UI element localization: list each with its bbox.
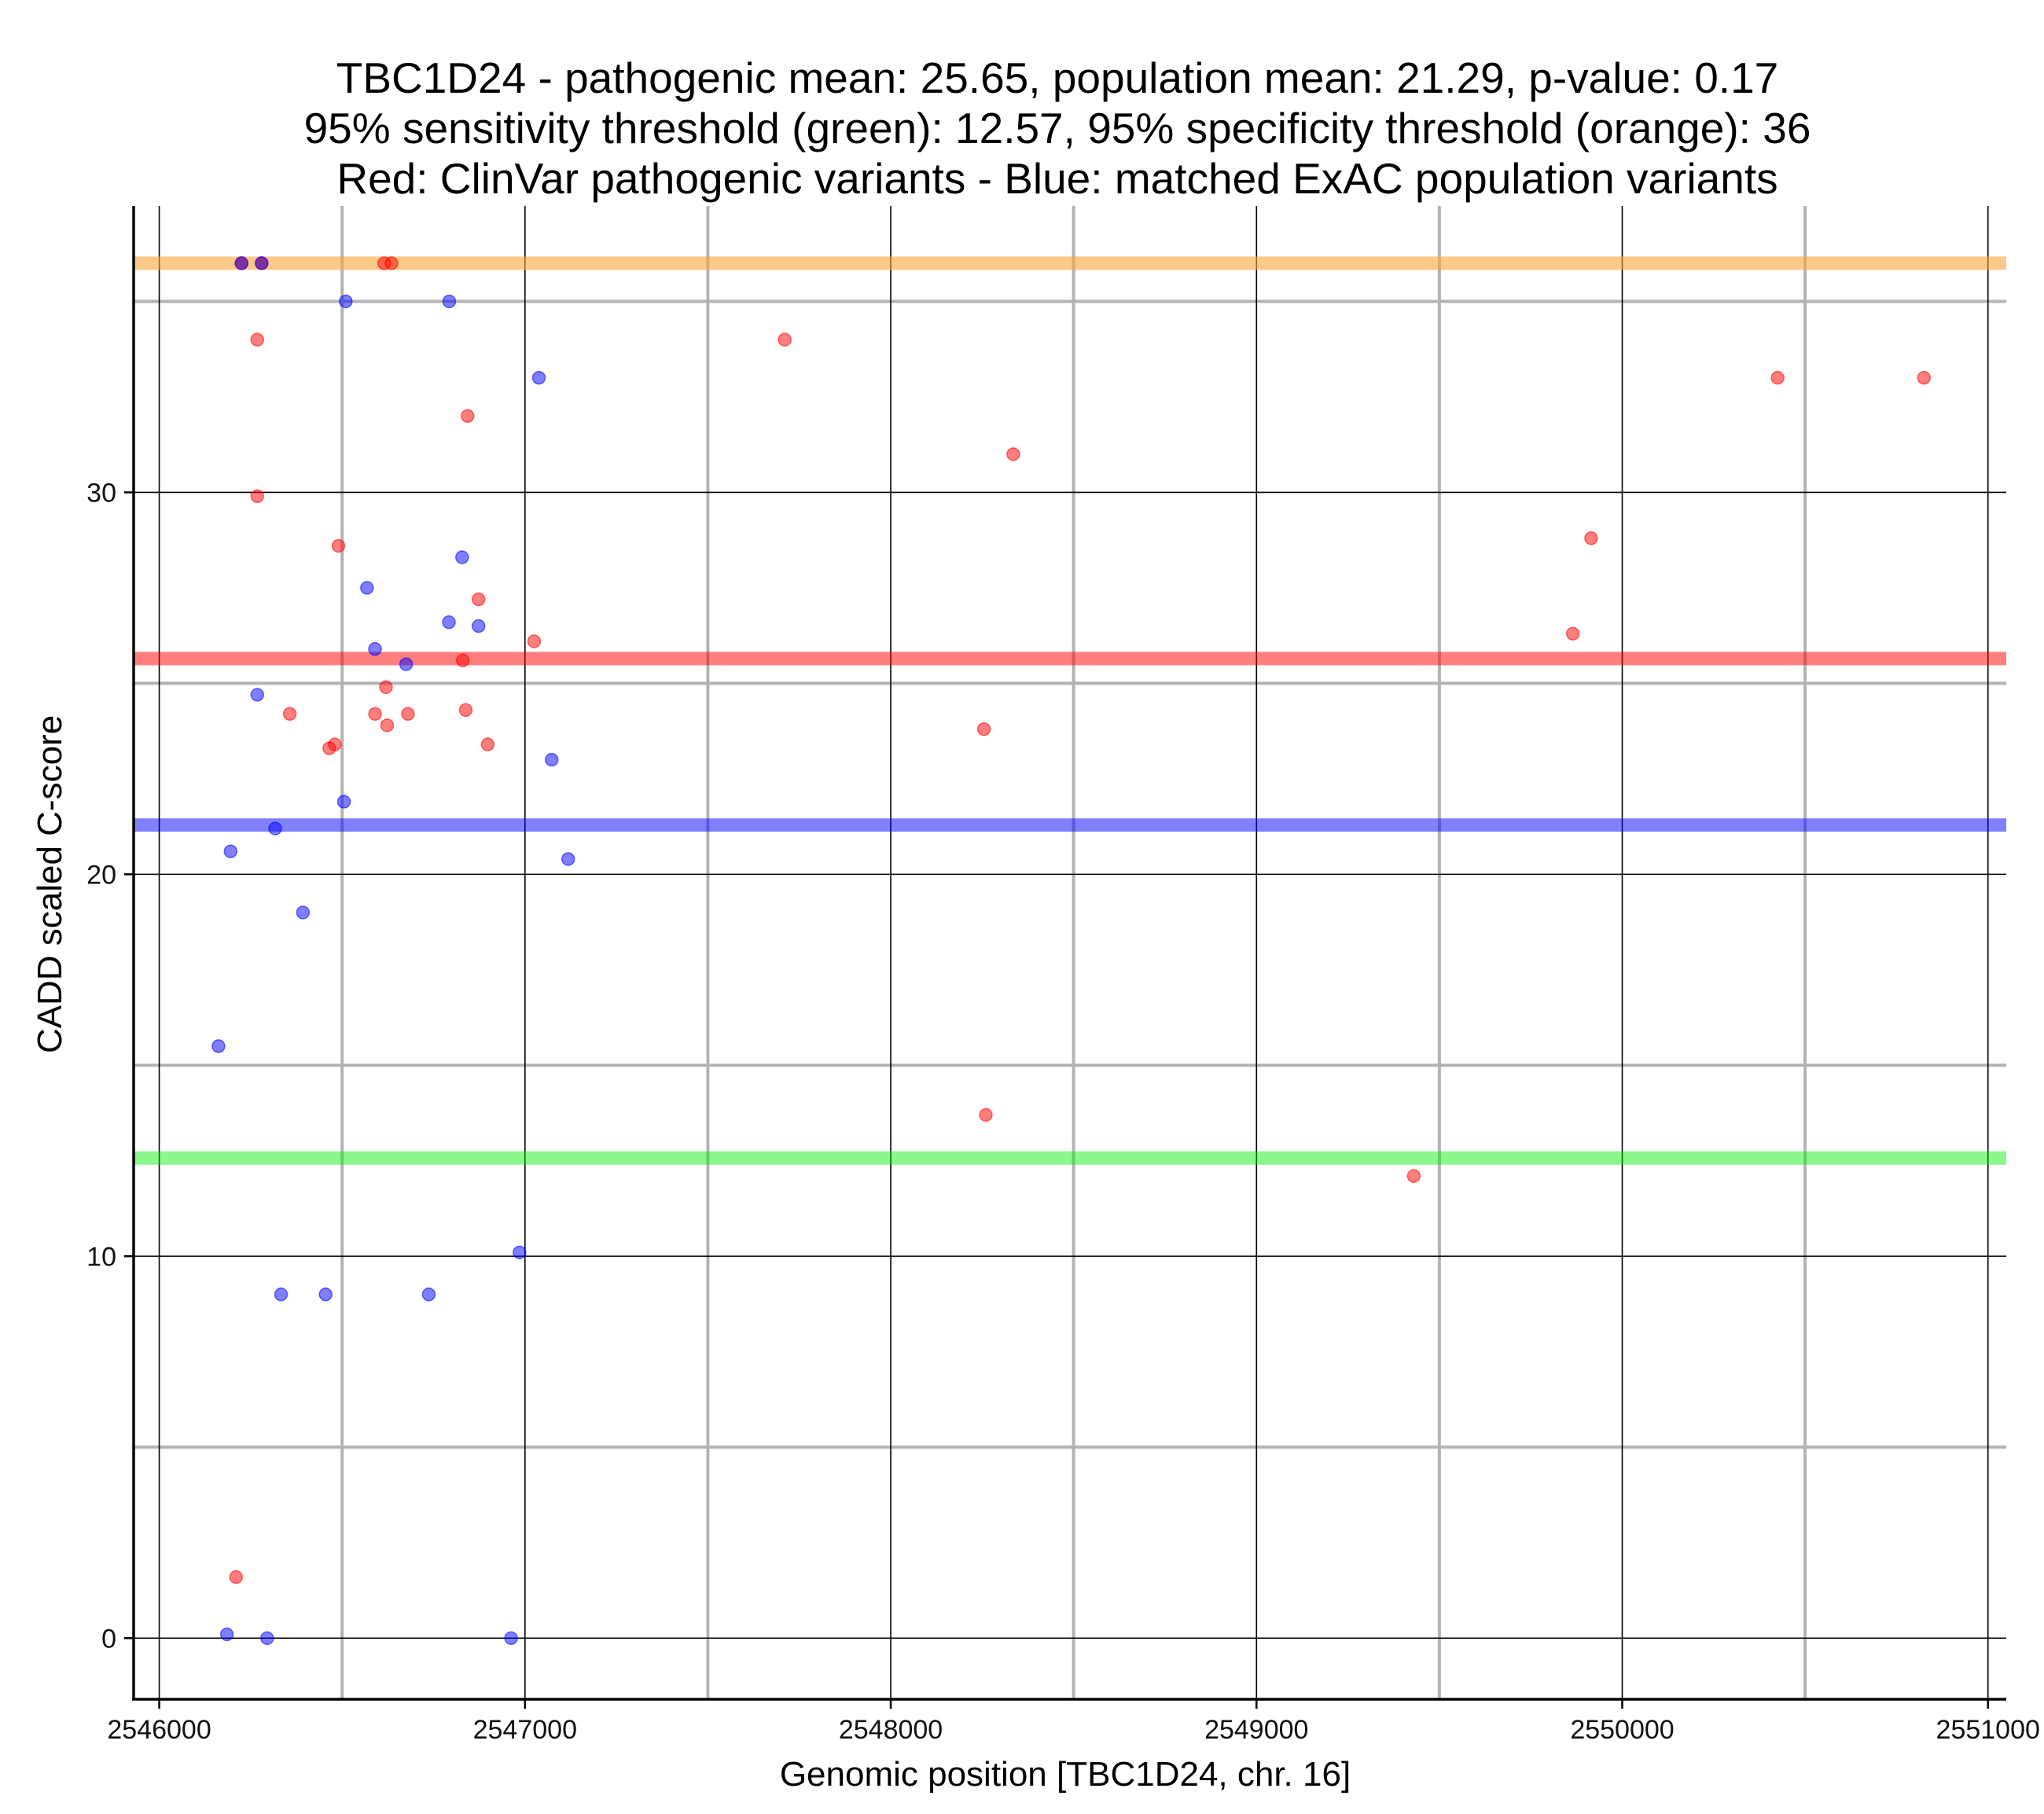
population-point [399,657,414,671]
pathogenic-point [328,737,342,751]
population-point [471,619,486,633]
x-axis-title: Genomic position [TBC1D24, chr. 16] [780,1755,1351,1794]
population-point [442,615,456,630]
pathogenic-point [455,653,470,668]
title-line-3: Red: ClinVar pathogenic variants - Blue:… [336,154,1777,203]
x-tick-label: 2549000 [1204,1715,1308,1745]
y-axis-title: CADD scaled C-score [31,715,69,1053]
population-point [219,1627,234,1642]
pathogenic-point [250,489,264,504]
population-point [260,1631,274,1646]
x-tick-label: 2548000 [839,1715,943,1745]
y-tick-labels: 0 10 20 30 [86,478,116,1654]
y-tick-label: 30 [86,478,116,508]
pathogenic-point [384,256,399,270]
x-tick-label: 2551000 [1936,1715,2040,1745]
population-point [250,688,264,702]
pathogenic-point [282,707,297,722]
x-tick-label: 2547000 [473,1715,577,1745]
population-point [455,550,469,564]
population-point [339,294,353,309]
population-point [531,370,546,385]
pathogenic-point [229,1570,244,1584]
population-point [504,1631,518,1646]
population-point [318,1287,333,1302]
population-point [223,844,238,858]
population-point [561,852,575,866]
pathogenic-point [401,707,415,722]
title-line-1: TBC1D24 - pathogenic mean: 25.65, popula… [336,53,1779,102]
pathogenic-point [379,680,393,695]
pathogenic-point [1770,370,1785,385]
population-point [336,795,351,809]
reference-lines [134,256,2006,1165]
pathogenic-point [527,634,542,648]
pathogenic-point [461,409,475,424]
pathogenic-point [1917,370,1932,385]
major-gridlines [134,206,2006,1699]
data-points [211,256,1932,1646]
pathogenic-point [1006,447,1020,461]
chart-title: TBC1D24 - pathogenic mean: 25.65, popula… [304,53,1811,203]
pathogenic-point [250,332,264,347]
population-point [442,294,457,309]
pathogenic-point [1584,531,1598,545]
population-point [368,641,382,656]
pathogenic-point [480,737,495,751]
pathogenic-point [331,538,346,553]
pathogenic-point [976,722,991,736]
population-point [421,1287,436,1302]
pathogenic-point [380,718,395,733]
population-point [513,1245,527,1260]
population-point [360,581,374,595]
pathogenic-point [979,1107,993,1122]
x-tick-label: 2550000 [1570,1715,1674,1745]
x-tick-labels: 2546000 2547000 2548000 2549000 2550000 25510… [107,1715,2040,1745]
title-line-2: 95% sensitivity threshold (green): 12.57… [304,104,1811,152]
y-tick-label: 20 [86,860,116,890]
population-point [545,752,559,767]
y-tick-label: 0 [101,1624,116,1654]
population-point [211,1039,226,1053]
pathogenic-point [471,592,486,607]
population-point [268,821,282,835]
population-point [255,256,269,270]
pathogenic-point [458,703,473,718]
pathogenic-point [1565,626,1580,641]
pathogenic-point [368,707,382,722]
pathogenic-point [778,332,792,347]
plot-area: 2546000 2547000 2548000 2549000 2550000 25510… [86,206,2040,1745]
population-point [296,905,311,920]
population-point [274,1287,289,1302]
x-tick-label: 2546000 [107,1715,211,1745]
y-tick-label: 10 [86,1242,116,1272]
pathogenic-point [1406,1169,1421,1184]
population-point [234,256,248,270]
axes [124,206,2006,1709]
